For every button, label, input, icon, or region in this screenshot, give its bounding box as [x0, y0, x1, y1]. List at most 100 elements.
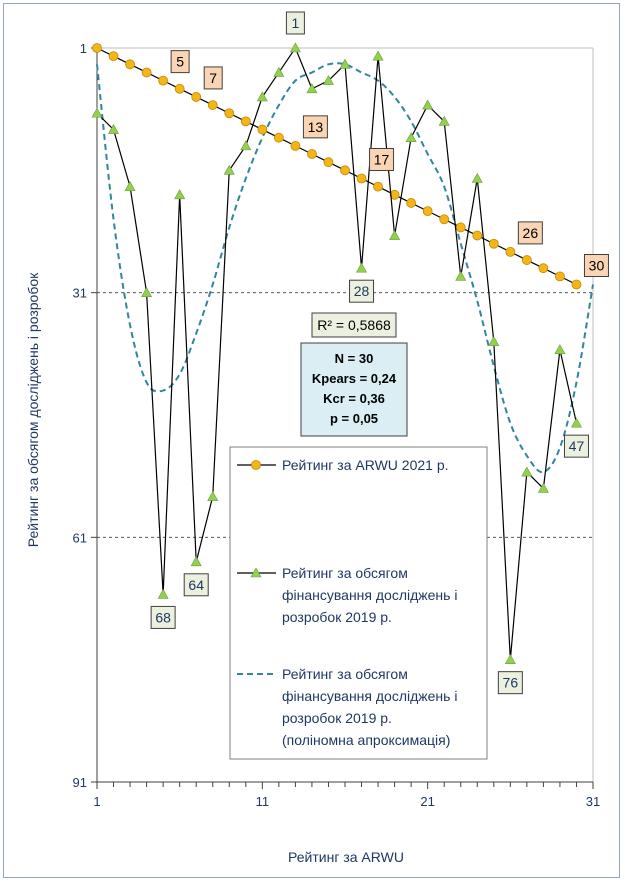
arwu-point [191, 92, 202, 102]
stats-line: p = 0,05 [330, 411, 378, 426]
rd-point [554, 344, 566, 355]
arwu-point [158, 75, 169, 86]
data-label-28: 28 [349, 279, 375, 303]
arwu-point [290, 140, 301, 151]
data-label-text: 28 [354, 283, 370, 299]
annotations: R² = 0,5868 N = 30 Kpears = 0,24 Kcr = 0,36… [300, 312, 408, 437]
arwu-point [224, 108, 235, 119]
series-arwu-line [96, 47, 577, 286]
data-label-text: 13 [308, 119, 324, 135]
arwu-point [323, 157, 334, 168]
stats-line: Kcr = 0,36 [323, 391, 385, 406]
data-label-text: 64 [188, 577, 204, 593]
legend-label-line: фінансування досліджень і [282, 587, 457, 603]
series-rd-line [96, 46, 578, 660]
rd-point [570, 417, 582, 428]
legend-circle-marker [251, 460, 261, 470]
arwu-point [505, 246, 516, 257]
y-tick-label: 31 [73, 286, 87, 301]
data-label-7: 7 [203, 66, 223, 90]
data-label-text: 47 [569, 438, 585, 454]
arwu-point [174, 83, 185, 94]
r-squared-box: R² = 0,5868 [311, 312, 397, 338]
legend-label-line: фінансування досліджень і [282, 688, 457, 704]
data-label-box [285, 11, 305, 35]
arwu-point [92, 43, 102, 53]
rd-point [339, 58, 351, 69]
arwu-point [406, 198, 417, 208]
arwu-point [108, 51, 119, 62]
y-tick-label: 91 [73, 775, 87, 790]
stats-box: N = 30 Kpears = 0,24 Kcr = 0,36 p = 0,05 [300, 342, 408, 437]
rd-point [223, 164, 235, 175]
arwu-point [125, 59, 135, 70]
data-label-box [302, 115, 328, 139]
rd-point [273, 66, 285, 77]
series [91, 42, 594, 664]
legend-label-line: Рейтинг за ARWU 2021 р. [282, 457, 449, 473]
data-label-box [517, 221, 543, 245]
x-axis-title: Рейтинг за ARWU [288, 849, 404, 865]
rd-point [306, 83, 318, 94]
legend-label-line: (поліномна апроксимація) [282, 732, 450, 748]
rd-point [504, 654, 516, 664]
arwu-point [257, 124, 268, 135]
r-squared-text: R² = 0,5868 [317, 317, 391, 333]
rd-point [289, 42, 301, 53]
data-label-76: 76 [497, 671, 523, 695]
data-label-68: 68 [150, 605, 176, 629]
rd-point [471, 172, 483, 183]
legend-label-line: Рейтинг за обсягом [282, 666, 408, 682]
data-label-box [369, 147, 395, 171]
x-tick-label: 11 [256, 794, 270, 809]
rd-point [157, 588, 169, 599]
data-label-box [349, 279, 375, 303]
rd-point [174, 189, 186, 200]
rd-point [256, 91, 268, 102]
x-tick-label: 21 [420, 794, 434, 809]
data-label-text: 1 [292, 15, 300, 31]
data-label-30: 30 [583, 254, 609, 278]
stats-line: Kpears = 0,24 [312, 371, 397, 386]
arwu-point [373, 181, 383, 192]
data-label-26: 26 [517, 221, 543, 245]
x-tick-label: 31 [586, 794, 600, 809]
arwu-point [240, 116, 251, 127]
x-tick-label: 1 [93, 794, 100, 809]
arwu-point [439, 214, 450, 225]
rd-point [356, 262, 368, 273]
data-label-text: 17 [374, 151, 390, 167]
data-label-5: 5 [170, 50, 190, 74]
data-label-1: 1 [285, 11, 305, 35]
legend-triangle-marker [250, 567, 262, 578]
rd-point [372, 50, 384, 61]
arwu-point [422, 206, 433, 217]
rd-point [91, 107, 103, 118]
data-label-box [497, 671, 523, 695]
arwu-point [307, 149, 317, 159]
data-label-text: 26 [523, 225, 539, 241]
arwu-point [141, 67, 152, 78]
data-label-47: 47 [563, 434, 589, 458]
arwu-point [472, 230, 483, 241]
data-label-text: 76 [503, 675, 519, 691]
rd-point [405, 132, 417, 143]
legend: Рейтинг за ARWU 2021 р. Рейтинг за обсяго… [229, 446, 488, 760]
arwu-point [207, 100, 218, 110]
data-label-box [170, 50, 190, 74]
arwu-point [488, 238, 499, 249]
data-label-box [150, 605, 176, 629]
rd-point [438, 115, 450, 126]
arwu-point [538, 263, 549, 274]
legend-entry-3: Рейтинг за обсягом фінансування досліджен… [237, 666, 457, 748]
arwu-point [521, 255, 532, 265]
point-labels: 5 7 13 17 26 30 1 28 68 64 76 47 [150, 11, 609, 695]
arwu-point [455, 222, 466, 233]
y-tick-label: 1 [80, 41, 87, 56]
legend-entry-1: Рейтинг за ARWU 2021 р. [237, 457, 449, 473]
rd-point [422, 99, 434, 110]
arwu-point [273, 132, 284, 143]
rd-point [322, 75, 334, 85]
